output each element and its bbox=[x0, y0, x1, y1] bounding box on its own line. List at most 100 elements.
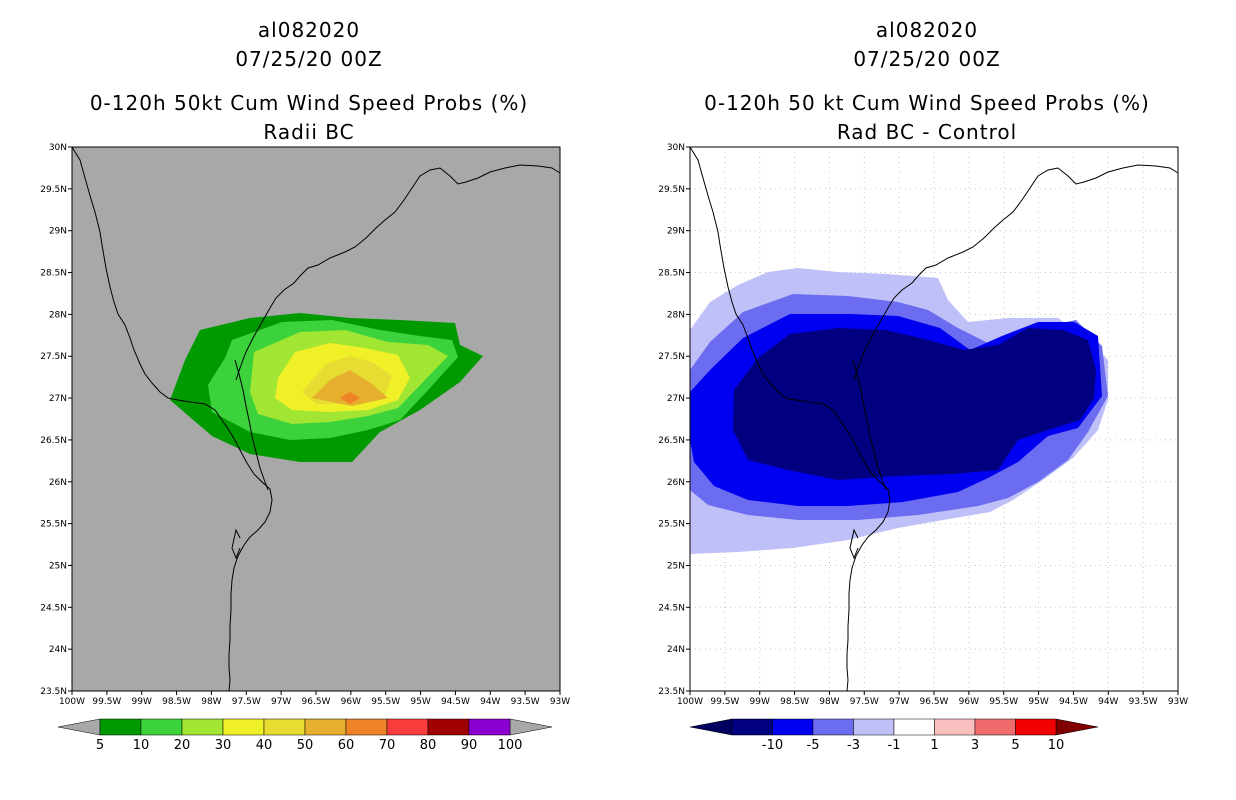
lon-label: 93.5W bbox=[511, 697, 540, 707]
lon-label: 95.5W bbox=[371, 697, 400, 707]
contour-below-minus10 bbox=[733, 328, 1096, 480]
lat-label: 28N bbox=[667, 310, 685, 320]
colorbar-upper-arrow bbox=[509, 718, 553, 736]
right-date: 07/25/20 00Z bbox=[853, 47, 1001, 71]
left-title: 0-120h 50kt Cum Wind Speed Probs (%) bbox=[89, 91, 529, 115]
lat-label: 29.5N bbox=[658, 185, 685, 195]
lon-label: 98.5W bbox=[780, 697, 809, 707]
lagoon-outline bbox=[849, 528, 859, 560]
colorbar-upper-arrow bbox=[1055, 718, 1099, 736]
lon-label: 93W bbox=[550, 697, 570, 707]
colorbar-swatch bbox=[263, 718, 306, 736]
colorbar-label: 50 bbox=[297, 738, 314, 753]
colorbar-swatch bbox=[304, 718, 347, 736]
colorbar-swatch bbox=[934, 718, 976, 736]
lon-label: 93W bbox=[1168, 697, 1188, 707]
right-colorbar: -10 -5 -3 -1 1 3 5 10 bbox=[689, 718, 1099, 753]
lon-label: 98W bbox=[201, 697, 221, 707]
colorbar-swatch bbox=[99, 718, 142, 736]
colorbar-label: -10 bbox=[762, 738, 783, 753]
left-colorbar: 5 10 20 30 40 50 60 70 80 90 100 bbox=[57, 718, 553, 753]
colorbar-label: 40 bbox=[256, 738, 273, 753]
colorbar-swatch bbox=[222, 718, 265, 736]
lat-label: 26N bbox=[667, 478, 685, 488]
lat-label: 26.5N bbox=[658, 436, 685, 446]
left-date: 07/25/20 00Z bbox=[235, 47, 383, 71]
lon-label: 98W bbox=[819, 697, 839, 707]
lat-label: 25N bbox=[667, 561, 685, 571]
lat-label: 24.5N bbox=[40, 603, 67, 613]
probability-contours bbox=[170, 313, 483, 462]
lon-label: 100W bbox=[677, 697, 703, 707]
colorbar-label: 70 bbox=[379, 738, 396, 753]
right-title: 0-120h 50 kt Cum Wind Speed Probs (%) bbox=[704, 91, 1150, 115]
lat-label: 29N bbox=[49, 227, 67, 237]
colorbar-label: -1 bbox=[888, 738, 901, 753]
colorbar-lower-arrow bbox=[57, 718, 101, 736]
lat-label: 25N bbox=[49, 561, 67, 571]
coastline-main bbox=[689, 146, 891, 692]
colorbar-swatch bbox=[974, 718, 1016, 736]
coastline-main bbox=[71, 146, 273, 692]
lat-label: 27.5N bbox=[658, 352, 685, 362]
colorbar-label: -5 bbox=[807, 738, 820, 753]
left-subtitle: Radii BC bbox=[263, 120, 355, 144]
lon-label: 97.5W bbox=[850, 697, 879, 707]
lat-label: 27N bbox=[667, 394, 685, 404]
lon-label: 96W bbox=[959, 697, 979, 707]
lat-label: 26N bbox=[49, 478, 67, 488]
colorbar-swatch bbox=[853, 718, 895, 736]
left-storm-id: al082020 bbox=[257, 18, 361, 42]
coastline bbox=[71, 146, 561, 692]
lon-label: 94.5W bbox=[441, 697, 470, 707]
lon-label: 95.5W bbox=[989, 697, 1018, 707]
right-subtitle: Rad BC - Control bbox=[836, 120, 1018, 144]
lat-label: 29N bbox=[667, 227, 685, 237]
left-map: 30N 29.5N 29N 28.5N 28N 27.5N 27N 26.5N 26N 25.5N… bbox=[40, 143, 570, 753]
lat-label: 24N bbox=[49, 645, 67, 655]
colorbar-label: 10 bbox=[133, 738, 150, 753]
contour-60-70 bbox=[340, 392, 360, 404]
colorbar-swatch bbox=[1015, 718, 1057, 736]
lat-label: 30N bbox=[667, 143, 685, 153]
colorbar-label: 20 bbox=[174, 738, 191, 753]
lat-label: 27.5N bbox=[40, 352, 67, 362]
colorbar-label: 10 bbox=[1048, 738, 1065, 753]
lat-label: 29.5N bbox=[40, 185, 67, 195]
colorbar-label: 80 bbox=[420, 738, 437, 753]
colorbar-label: 1 bbox=[930, 738, 938, 753]
coastline-northeast bbox=[853, 164, 1179, 381]
lon-label: 94.5W bbox=[1059, 697, 1088, 707]
barrier-island bbox=[852, 359, 887, 491]
colorbar-swatch bbox=[468, 718, 511, 736]
colorbar-label: 3 bbox=[971, 738, 979, 753]
lon-label: 95W bbox=[1028, 697, 1048, 707]
lon-label: 99.5W bbox=[92, 697, 121, 707]
lat-label: 30N bbox=[49, 143, 67, 153]
lon-label: 94W bbox=[1098, 697, 1118, 707]
lat-label: 23.5N bbox=[658, 687, 685, 697]
lagoon-outline bbox=[231, 528, 241, 560]
colorbar-swatch bbox=[812, 718, 854, 736]
lon-label: 99.5W bbox=[710, 697, 739, 707]
lat-label: 23.5N bbox=[40, 687, 67, 697]
colorbar-swatch bbox=[772, 718, 814, 736]
map-gridlines bbox=[690, 147, 1178, 691]
colorbar-label: 5 bbox=[96, 738, 104, 753]
colorbar-swatch bbox=[345, 718, 388, 736]
colorbar-label: 100 bbox=[498, 738, 523, 753]
left-panel: al082020 07/25/20 00Z 0-120h 50kt Cum Wi… bbox=[40, 18, 570, 753]
colorbar-swatch bbox=[386, 718, 429, 736]
lon-label: 100W bbox=[59, 697, 85, 707]
lat-label: 28.5N bbox=[40, 269, 67, 279]
colorbar-label: 90 bbox=[461, 738, 478, 753]
lon-label: 96.5W bbox=[920, 697, 949, 707]
difference-contours bbox=[690, 268, 1108, 554]
lat-label: 28N bbox=[49, 310, 67, 320]
contour-50-60 bbox=[312, 370, 388, 406]
lon-label: 94W bbox=[480, 697, 500, 707]
lat-label: 25.5N bbox=[658, 520, 685, 530]
lon-label: 99W bbox=[750, 697, 770, 707]
right-panel: al082020 07/25/20 00Z 0-120h 50 kt Cum W… bbox=[618, 0, 1236, 800]
lon-label: 97.5W bbox=[232, 697, 261, 707]
